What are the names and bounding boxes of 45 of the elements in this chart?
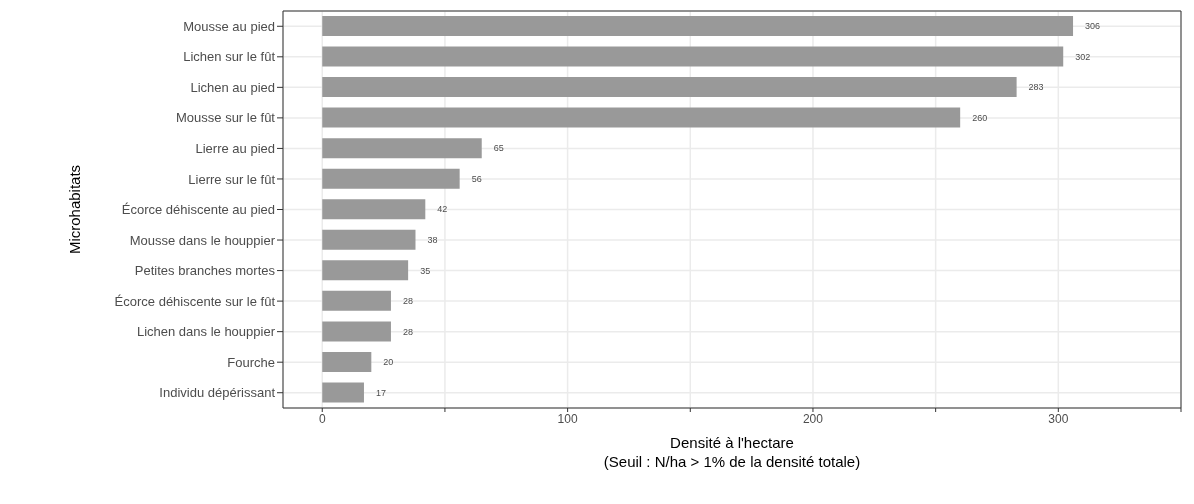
bar: [322, 382, 364, 403]
data-label: 306: [1085, 21, 1101, 32]
y-tick-label: Écorce déhiscente au pied: [121, 202, 275, 218]
y-tick-label: Lierre sur le fût: [188, 171, 276, 187]
bar: [322, 77, 1017, 98]
bar: [322, 321, 391, 342]
data-label: 42: [437, 204, 448, 215]
y-tick-label: Mousse dans le houppier: [129, 232, 276, 248]
data-label: 56: [471, 173, 482, 184]
bar: [322, 46, 1064, 67]
bar: [322, 351, 372, 372]
data-label: 17: [375, 387, 386, 398]
y-tick-label: Écorce déhiscente sur le fût: [114, 293, 276, 309]
data-label: 35: [420, 265, 431, 276]
y-tick-label: Mousse au pied: [183, 18, 275, 34]
y-tick-label: Fourche: [227, 354, 275, 370]
y-tick-label: Petites branches mortes: [134, 263, 276, 279]
bar: [322, 16, 1074, 36]
y-tick-label: Lierre au pied: [195, 141, 275, 157]
data-label: 283: [1028, 82, 1044, 93]
data-label: 260: [972, 112, 988, 123]
data-label: 28: [402, 296, 413, 307]
y-tick-label: Lichen au pied: [190, 79, 275, 95]
data-label: 65: [493, 143, 504, 154]
data-label: 20: [383, 357, 394, 368]
x-tick-label: 100: [557, 411, 578, 426]
bar: [322, 199, 426, 220]
bar: [322, 260, 409, 281]
y-tick-label: Mousse sur le fût: [176, 110, 276, 126]
y-tick-label: Individu dépérissant: [159, 385, 276, 401]
x-tick-label: 200: [802, 411, 824, 426]
bar: [322, 138, 482, 159]
y-tick-label: Lichen sur le fût: [183, 49, 276, 65]
bar: [322, 107, 961, 128]
bar: [322, 168, 460, 189]
y-axis-title: Microhabitats: [66, 164, 83, 255]
bar: [322, 229, 416, 250]
x-tick-label: 300: [1048, 411, 1069, 426]
data-label: 302: [1075, 51, 1091, 62]
bar: [322, 290, 391, 311]
y-tick-label: Lichen dans le houppier: [136, 324, 276, 340]
x-axis-title: Densité à l'hectare (Seuil : N/ha > 1% de la densité totale): [603, 434, 861, 470]
data-label: 28: [402, 326, 413, 337]
data-label: 38: [427, 234, 438, 245]
x-tick-label: 0: [318, 411, 326, 426]
